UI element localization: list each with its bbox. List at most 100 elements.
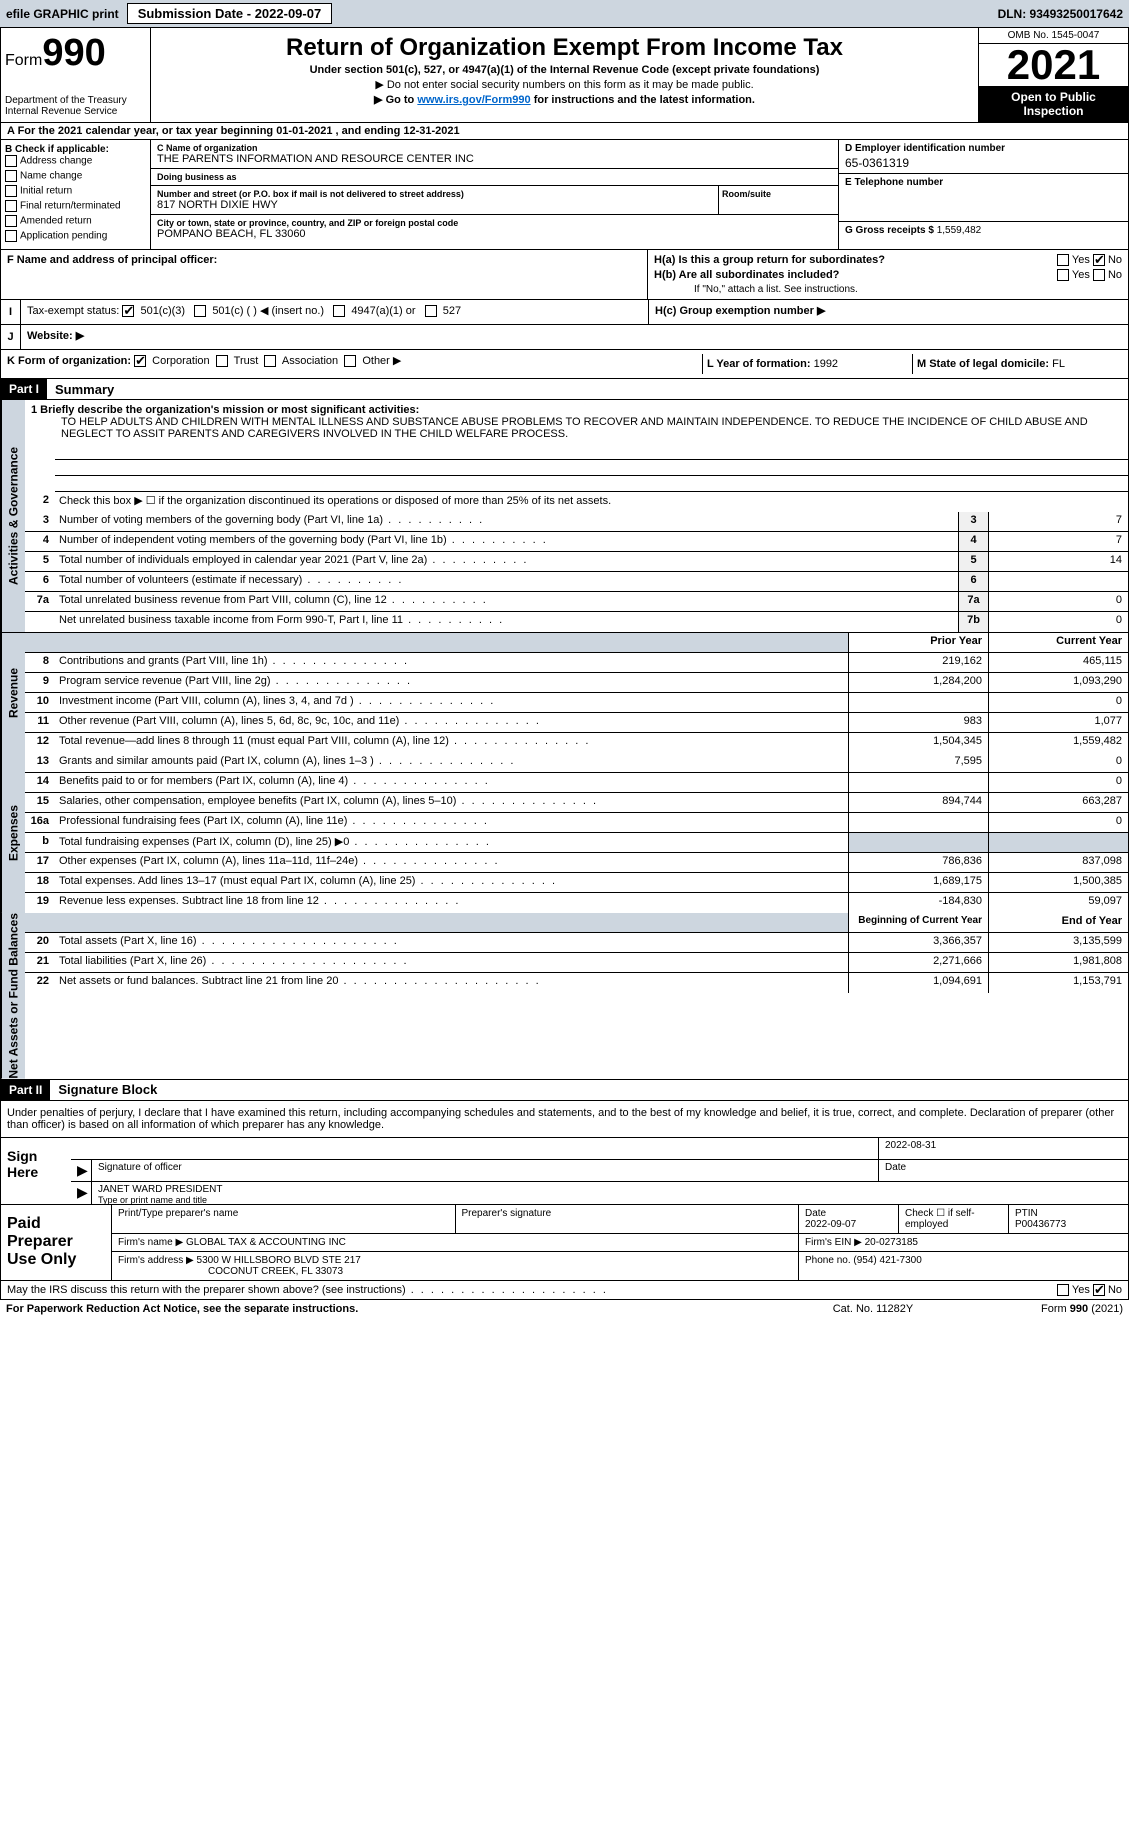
form-footer: Form 990 (2021): [973, 1303, 1123, 1315]
col-end: End of Year: [988, 913, 1128, 932]
line-15: 15 Salaries, other compensation, employe…: [25, 793, 1128, 813]
cb-other[interactable]: [344, 355, 356, 367]
sign-here-block: Sign Here 2022-08-31 ▶ Signature of offi…: [0, 1138, 1129, 1205]
street-address: 817 NORTH DIXIE HWY: [157, 199, 712, 211]
subtitle-1: Under section 501(c), 527, or 4947(a)(1)…: [157, 64, 972, 76]
cb-address-change[interactable]: Address change: [5, 155, 146, 167]
paperwork-notice: For Paperwork Reduction Act Notice, see …: [6, 1303, 773, 1315]
efile-header: efile GRAPHIC print Submission Date - 20…: [0, 0, 1129, 27]
cb-initial-return[interactable]: Initial return: [5, 185, 146, 197]
part2-title: Signature Block: [50, 1082, 157, 1097]
cb-application-pending[interactable]: Application pending: [5, 230, 146, 242]
cb-final-return[interactable]: Final return/terminated: [5, 200, 146, 212]
line-21: 21 Total liabilities (Part X, line 26) 2…: [25, 953, 1128, 973]
line-1: 1 Briefly describe the organization's mi…: [25, 400, 1128, 444]
part2-header-row: Part II Signature Block: [0, 1080, 1129, 1101]
dln: DLN: 93493250017642: [998, 7, 1123, 21]
open-public: Open to Public Inspection: [979, 86, 1128, 122]
header-center: Return of Organization Exempt From Incom…: [151, 28, 978, 122]
header-right: OMB No. 1545-0047 2021 Open to Public In…: [978, 28, 1128, 122]
section-governance: Activities & Governance 1 Briefly descri…: [0, 400, 1129, 632]
cat-no: Cat. No. 11282Y: [773, 1303, 973, 1315]
col-b-title: B Check if applicable:: [5, 144, 146, 155]
column-b: B Check if applicable: Address change Na…: [1, 140, 151, 249]
org-name: THE PARENTS INFORMATION AND RESOURCE CEN…: [157, 153, 832, 165]
h-column: H(a) Is this a group return for subordin…: [648, 250, 1128, 299]
org-name-box: C Name of organization THE PARENTS INFOR…: [151, 140, 838, 169]
line-16a: 16a Professional fundraising fees (Part …: [25, 813, 1128, 833]
tab-revenue: Revenue: [1, 633, 25, 753]
col-current-year: Current Year: [988, 633, 1128, 652]
cb-4947[interactable]: [333, 305, 345, 317]
sign-here-label: Sign Here: [1, 1138, 71, 1204]
firm-ein: 20-0273185: [865, 1237, 918, 1248]
part2-header: Part II: [1, 1080, 50, 1100]
gross-receipts-box: G Gross receipts $ 1,559,482: [839, 222, 1128, 239]
cb-amended-return[interactable]: Amended return: [5, 215, 146, 227]
line-10: 10 Investment income (Part VIII, column …: [25, 693, 1128, 713]
line-3: 3 Number of voting members of the govern…: [25, 512, 1128, 532]
state-domicile: M State of legal domicile: FL: [912, 354, 1122, 374]
net-header: Beginning of Current Year End of Year: [25, 913, 1128, 933]
cb-name-change[interactable]: Name change: [5, 170, 146, 182]
gross-receipts-value: 1,559,482: [937, 225, 982, 236]
submission-date: Submission Date - 2022-09-07: [127, 3, 333, 24]
k-row: K Form of organization: Corporation Trus…: [0, 350, 1129, 379]
revenue-header: Prior Year Current Year: [25, 633, 1128, 653]
street-box: Number and street (or P.O. box if mail i…: [151, 186, 718, 215]
cb-527[interactable]: [425, 305, 437, 317]
j-row: J Website: ▶: [0, 325, 1129, 350]
line-11: 11 Other revenue (Part VIII, column (A),…: [25, 713, 1128, 733]
form-990-label: Form990: [5, 32, 146, 75]
dba-box: Doing business as: [151, 169, 838, 186]
irs-link[interactable]: www.irs.gov/Form990: [417, 94, 530, 106]
h-a-line: H(a) Is this a group return for subordin…: [654, 254, 1122, 266]
cb-501c3[interactable]: [122, 305, 134, 317]
blank-line: [55, 460, 1128, 476]
line-7a: 7a Total unrelated business revenue from…: [25, 592, 1128, 612]
discuss-row: May the IRS discuss this return with the…: [0, 1281, 1129, 1300]
officer-name: JANET WARD PRESIDENT: [98, 1184, 1122, 1195]
efile-label: efile GRAPHIC print: [6, 7, 119, 21]
cb-association[interactable]: [264, 355, 276, 367]
officer-name-line: ▶ JANET WARD PRESIDENT Type or print nam…: [71, 1182, 1128, 1204]
line-5: 5 Total number of individuals employed i…: [25, 552, 1128, 572]
tax-year: 2021: [979, 44, 1128, 86]
ptin-value: P00436773: [1015, 1219, 1066, 1230]
paid-preparer-block: Paid Preparer Use Only Print/Type prepar…: [0, 1205, 1129, 1281]
sig-date-line: 2022-08-31: [71, 1138, 1128, 1160]
line-13: 13 Grants and similar amounts paid (Part…: [25, 753, 1128, 773]
paid-preparer-label: Paid Preparer Use Only: [1, 1205, 111, 1280]
section-net-assets: Net Assets or Fund Balances Beginning of…: [0, 913, 1129, 1080]
column-c: C Name of organization THE PARENTS INFOR…: [151, 140, 838, 249]
addr-row: Number and street (or P.O. box if mail i…: [151, 186, 838, 215]
firm-addr1: 5300 W HILLSBORO BLVD STE 217: [197, 1255, 361, 1266]
section-expenses: Expenses 13 Grants and similar amounts p…: [0, 753, 1129, 913]
ein-value: 65-0361319: [845, 156, 1122, 170]
room-suite: Room/suite: [718, 186, 838, 215]
city-state-zip: POMPANO BEACH, FL 33060: [157, 228, 832, 240]
cb-trust[interactable]: [216, 355, 228, 367]
main-info: B Check if applicable: Address change Na…: [0, 140, 1129, 250]
form-title: Return of Organization Exempt From Incom…: [157, 34, 972, 62]
cb-501c[interactable]: [194, 305, 206, 317]
subtitle-2: ▶ Do not enter social security numbers o…: [157, 78, 972, 91]
line-22: 22 Net assets or fund balances. Subtract…: [25, 973, 1128, 993]
ein-box: D Employer identification number 65-0361…: [839, 140, 1128, 174]
h-b-note: If "No," attach a list. See instructions…: [654, 284, 1122, 295]
phone-box: E Telephone number: [839, 174, 1128, 222]
line-6: 6 Total number of volunteers (estimate i…: [25, 572, 1128, 592]
line-2: 2 Check this box ▶ ☐ if the organization…: [25, 492, 1128, 512]
sig-officer-line: ▶ Signature of officer Date: [71, 1160, 1128, 1182]
firm-name: GLOBAL TAX & ACCOUNTING INC: [186, 1237, 346, 1248]
i-row: I Tax-exempt status: 501(c)(3) 501(c) ( …: [0, 300, 1129, 325]
section-revenue: Revenue Prior Year Current Year 8 Contri…: [0, 632, 1129, 753]
tab-expenses: Expenses: [1, 753, 25, 913]
part1-title: Summary: [47, 382, 114, 397]
fh-row: F Name and address of principal officer:…: [0, 250, 1129, 300]
subtitle-3: ▶ Go to www.irs.gov/Form990 for instruct…: [157, 93, 972, 106]
cb-corporation[interactable]: [134, 355, 146, 367]
irs-label: Internal Revenue Service: [5, 106, 146, 117]
blank-line: [55, 476, 1128, 492]
col-prior-year: Prior Year: [848, 633, 988, 652]
